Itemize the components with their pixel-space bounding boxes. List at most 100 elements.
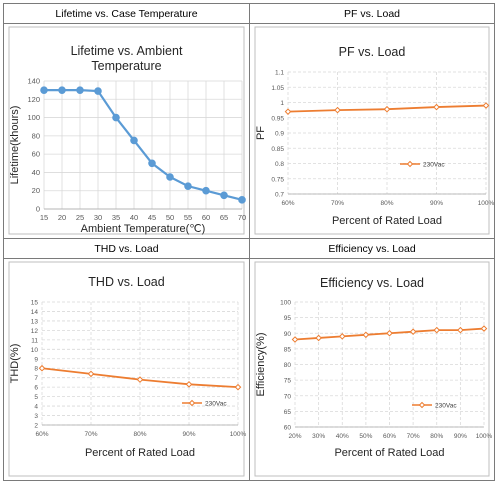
legend-marker bbox=[406, 160, 414, 168]
x-tick-label: 60 bbox=[202, 213, 210, 222]
y-tick-label: 2 bbox=[34, 423, 38, 430]
data-point bbox=[130, 136, 138, 145]
data-point bbox=[480, 325, 488, 332]
x-tick-label: 35 bbox=[112, 213, 120, 222]
x-axis-label: Ambient Temperature(℃) bbox=[81, 223, 206, 235]
y-tick-label: 80 bbox=[284, 362, 292, 369]
y-tick-label: 75 bbox=[284, 378, 292, 385]
y-tick-label: 0.75 bbox=[271, 176, 284, 183]
x-tick-label: 40 bbox=[130, 213, 138, 222]
y-tick-label: 90 bbox=[284, 331, 292, 338]
panel-header: Lifetime vs. Case Temperature bbox=[4, 4, 249, 24]
x-tick-label: 90% bbox=[430, 200, 443, 207]
data-point bbox=[409, 328, 417, 335]
x-tick-label: 70% bbox=[331, 200, 344, 207]
x-tick-label: 45 bbox=[148, 213, 156, 222]
x-tick-label: 65 bbox=[220, 213, 228, 222]
y-tick-label: 120 bbox=[27, 95, 40, 104]
data-point bbox=[76, 86, 84, 94]
efficiency-chart: Efficiency vs. Load 60 65 70 75 80 85 90 95 100 20… bbox=[254, 261, 493, 477]
data-point bbox=[87, 370, 95, 378]
data-point bbox=[433, 326, 441, 334]
data-point bbox=[136, 376, 144, 383]
y-tick-label: 9 bbox=[34, 356, 38, 363]
data-point bbox=[383, 105, 391, 113]
x-tick-label: 70% bbox=[84, 431, 97, 438]
y-axis-label: PF bbox=[255, 126, 267, 140]
data-point bbox=[148, 159, 156, 168]
x-tick-label: 60% bbox=[383, 433, 396, 440]
y-axis-label: Lifetime(khours) bbox=[9, 106, 21, 185]
x-tick-label: 60% bbox=[35, 431, 48, 438]
y-axis-label: Efficiency(%) bbox=[255, 333, 267, 397]
y-tick-label: 1.05 bbox=[271, 85, 284, 92]
y-tick-label: 60 bbox=[32, 150, 40, 159]
panel-header: Efficiency vs. Load bbox=[250, 239, 494, 259]
data-point bbox=[220, 191, 228, 200]
y-axis-label: THD(%) bbox=[9, 344, 21, 384]
panel-efficiency: Efficiency vs. Load Efficiency vs. Load 6… bbox=[249, 238, 495, 481]
data-point bbox=[457, 326, 464, 334]
y-tick-label: 40 bbox=[32, 168, 40, 177]
chart-title: THD vs. Load bbox=[88, 275, 164, 289]
data-point bbox=[284, 108, 292, 115]
y-tick-label: 65 bbox=[284, 409, 292, 416]
legend-marker bbox=[188, 399, 196, 407]
chart-frame bbox=[254, 26, 490, 235]
data-point bbox=[184, 182, 192, 190]
y-tick-label: 3 bbox=[34, 413, 38, 420]
y-tick-label: 7 bbox=[34, 375, 38, 382]
y-tick-label: 60 bbox=[284, 425, 292, 432]
chart-grid: Lifetime vs. Case Temperature Lifetime v… bbox=[3, 3, 495, 481]
x-tick-label: 25 bbox=[76, 213, 84, 222]
y-tick-label: 100 bbox=[27, 113, 40, 122]
chart-frame bbox=[254, 261, 490, 477]
chart-title: Temperature bbox=[91, 59, 161, 73]
x-tick-label: 20% bbox=[288, 433, 301, 440]
data-point bbox=[238, 196, 246, 204]
y-tick-label: 8 bbox=[34, 366, 38, 373]
data-point bbox=[338, 333, 346, 340]
y-tick-label: 1 bbox=[280, 100, 284, 107]
data-point bbox=[433, 103, 440, 111]
data-point bbox=[362, 331, 370, 339]
panel-header: THD vs. Load bbox=[4, 239, 249, 259]
y-tick-label: 4 bbox=[34, 404, 38, 411]
data-point bbox=[185, 381, 193, 388]
x-tick-label: 60% bbox=[281, 200, 294, 207]
data-point bbox=[386, 329, 393, 337]
x-tick-label: 30% bbox=[312, 433, 325, 440]
x-tick-label: 15 bbox=[40, 213, 48, 222]
x-tick-label: 100% bbox=[476, 433, 493, 440]
y-tick-label: 95 bbox=[284, 315, 292, 322]
data-point bbox=[315, 334, 322, 342]
x-tick-label: 70 bbox=[238, 213, 246, 222]
panel-lifetime: Lifetime vs. Case Temperature Lifetime v… bbox=[3, 3, 250, 239]
y-tick-label: 11 bbox=[31, 337, 38, 344]
x-tick-label: 50% bbox=[359, 433, 372, 440]
data-point bbox=[38, 364, 46, 372]
y-tick-label: 12 bbox=[31, 328, 39, 335]
y-tick-label: 85 bbox=[284, 346, 292, 353]
y-tick-label: 14 bbox=[31, 309, 39, 316]
y-tick-label: 0.85 bbox=[271, 146, 284, 153]
x-tick-label: 40% bbox=[336, 433, 349, 440]
data-point bbox=[40, 86, 48, 94]
y-tick-label: 13 bbox=[31, 318, 39, 325]
x-tick-label: 55 bbox=[184, 213, 192, 222]
data-point bbox=[112, 113, 120, 122]
x-axis-label: Percent of Rated Load bbox=[334, 447, 444, 459]
x-tick-label: 80% bbox=[133, 431, 146, 438]
data-point bbox=[234, 383, 242, 391]
y-tick-label: 5 bbox=[34, 394, 38, 401]
chart-title: Efficiency vs. Load bbox=[320, 276, 424, 290]
x-tick-label: 30 bbox=[94, 213, 102, 222]
chart-title: Lifetime vs. Ambient bbox=[71, 44, 183, 58]
x-axis-label: Percent of Rated Load bbox=[85, 447, 195, 459]
y-tick-label: 100 bbox=[280, 300, 291, 307]
data-point bbox=[58, 86, 66, 94]
y-tick-label: 0.7 bbox=[275, 192, 284, 199]
legend-label: 230Vac bbox=[205, 401, 227, 408]
y-tick-label: 70 bbox=[284, 393, 292, 400]
